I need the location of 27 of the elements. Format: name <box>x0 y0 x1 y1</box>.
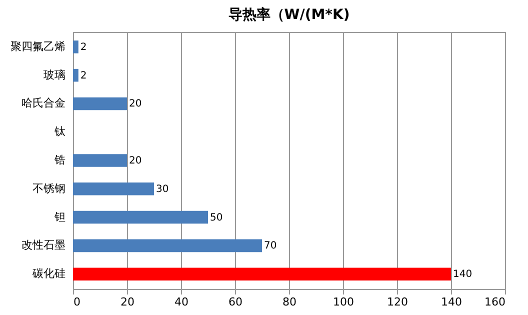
x-tick-label: 40 <box>174 296 188 308</box>
data-label: 20 <box>129 156 142 166</box>
data-label: 140 <box>453 269 472 280</box>
x-tick-label: 100 <box>333 296 354 308</box>
data-label: 30 <box>156 184 169 195</box>
x-tick-label: 60 <box>228 296 242 308</box>
x-tick-label: 160 <box>484 296 506 308</box>
x-tick-label: 20 <box>120 296 134 308</box>
data-label: 2 <box>80 42 87 53</box>
x-tick-label: 140 <box>441 296 462 308</box>
y-tick-label: 玻璃 <box>44 68 66 82</box>
data-label: 2 <box>80 70 87 82</box>
x-tick-label: 120 <box>387 296 408 308</box>
y-tick-label: 哈氏合金 <box>22 96 66 110</box>
y-tick-label: 锆 <box>54 154 66 166</box>
y-tick-label: 聚四氟乙烯 <box>10 40 66 53</box>
chart-title: 导热率（W/(M*K) <box>228 6 350 23</box>
x-tick-label: 80 <box>282 296 296 308</box>
x-tick-label: 0 <box>74 296 80 308</box>
data-label: 20 <box>129 98 142 110</box>
data-label: 50 <box>210 212 223 224</box>
y-tick-label: 钛 <box>54 125 66 138</box>
y-tick-label: 钽 <box>54 210 66 224</box>
y-tick-label: 碳化硅 <box>32 267 66 280</box>
data-label: 70 <box>264 240 277 252</box>
y-tick-label: 改性石墨 <box>22 238 66 252</box>
y-tick-label: 不锈钢 <box>32 182 66 195</box>
